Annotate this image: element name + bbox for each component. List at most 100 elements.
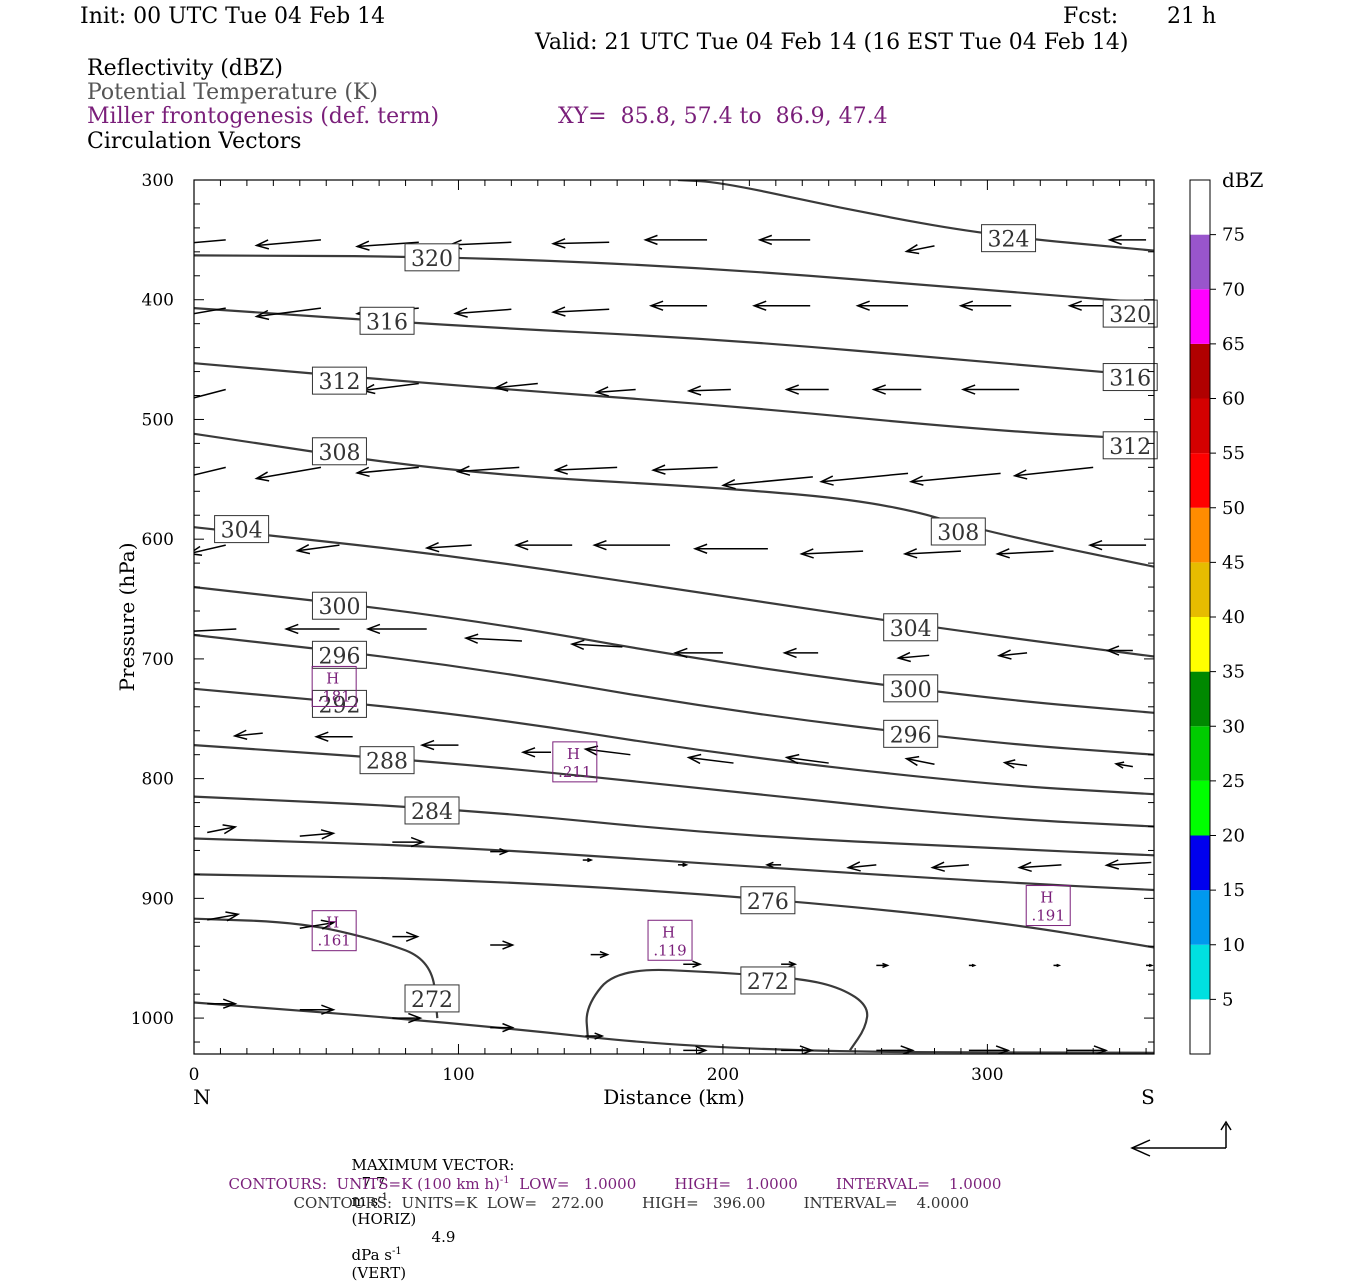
colorbar-swatch <box>1190 780 1210 836</box>
south-end-label: S <box>1141 1085 1155 1109</box>
colorbar-label: 35 <box>1222 662 1245 683</box>
forecast-hour-value: 21 h <box>1167 4 1217 29</box>
circulation-vector <box>1105 645 1133 656</box>
x-tick-label: 200 <box>707 1065 739 1085</box>
colorbar-swatch <box>1190 453 1210 508</box>
circulation-vector <box>784 384 829 395</box>
svg-text:296: 296 <box>890 723 932 748</box>
theta-contour-304 <box>194 526 1154 658</box>
frontogenesis-contour-exp: -1 <box>499 1175 510 1186</box>
colorbar-label: 15 <box>1222 880 1245 901</box>
circulation-vector <box>365 623 427 635</box>
circulation-vector <box>968 963 977 968</box>
circulation-vector <box>232 729 263 740</box>
svg-text:304: 304 <box>221 519 263 544</box>
circulation-vector <box>594 386 636 397</box>
theta-contour-label: 312 <box>311 366 367 395</box>
theta-contour-316 <box>194 307 1154 378</box>
circulation-vector <box>207 911 241 922</box>
x-tick-label: 100 <box>442 1065 474 1085</box>
circulation-vector <box>648 300 708 311</box>
circulation-vector <box>908 472 1001 486</box>
circulation-vector <box>583 745 631 756</box>
svg-text:H: H <box>326 914 339 932</box>
circulation-vector <box>490 940 515 950</box>
colorbar-label: 40 <box>1222 607 1245 628</box>
vert-vector-unit: dPa s <box>351 1246 392 1264</box>
svg-text:292: 292 <box>318 693 360 718</box>
circulation-vector <box>582 857 594 863</box>
circulation-vector <box>493 381 538 392</box>
svg-text:312: 312 <box>1109 435 1151 460</box>
theta-contour-label: 284 <box>404 796 460 825</box>
circulation-vector <box>455 465 520 476</box>
circulation-vector <box>904 755 935 767</box>
theta-contour-272 <box>585 968 869 1052</box>
colorbar-label: 30 <box>1222 716 1245 737</box>
horiz-vector-tag: (HORIZ) <box>351 1210 417 1228</box>
frontogenesis-max-marker: H.191 <box>1025 885 1071 927</box>
svg-text:.161: .161 <box>317 932 350 950</box>
colorbar-swatch <box>1190 234 1210 290</box>
init-time: Init: 00 UTC Tue 04 Feb 14 <box>80 4 386 29</box>
circulation-vector <box>553 464 618 475</box>
colorbar-label: 50 <box>1222 498 1245 519</box>
colorbar-label: 45 <box>1222 552 1245 573</box>
colorbar-swatch <box>1190 507 1210 563</box>
colorbar-swatch <box>1190 671 1210 727</box>
colorbar-swatch <box>1190 398 1210 454</box>
circulation-vector <box>207 998 238 1009</box>
svg-text:H: H <box>326 669 339 687</box>
theta-contour-rest: HIGH= 396.00 INTERVAL= 4.0000 <box>603 1194 970 1212</box>
colorbar-swatch <box>1190 289 1210 344</box>
theta-contour-272 <box>194 1001 1154 1054</box>
theta-contour-292 <box>194 687 1154 796</box>
theta-contour-276 <box>194 917 439 1019</box>
circulation-vector <box>551 238 610 249</box>
circulation-vector <box>551 306 610 317</box>
svg-text:320: 320 <box>1109 303 1151 328</box>
colorbar-swatch <box>1190 343 1210 399</box>
circulation-vector <box>299 1004 336 1015</box>
frontogenesis-contour-rest: LOW= 1.0000 HIGH= 1.0000 INTERVAL= 1.000… <box>509 1175 1002 1193</box>
y-tick-label: 300 <box>142 171 174 191</box>
circulation-vector <box>514 539 573 551</box>
horiz-vector-exp: -1 <box>378 1192 388 1203</box>
theta-contour-label: 320 <box>404 243 460 272</box>
circulation-vector <box>1146 963 1154 968</box>
colorbar-swatch <box>1190 890 1210 945</box>
circulation-vector <box>355 466 419 478</box>
circulation-vector <box>1017 861 1062 873</box>
svg-text:.119: .119 <box>653 941 686 959</box>
circulation-vector <box>490 847 510 856</box>
theta-contour-label: 272 <box>404 984 460 1013</box>
circulation-vector <box>643 234 708 246</box>
circulation-vector <box>314 731 353 742</box>
circulation-vector <box>677 862 689 868</box>
circulation-vector <box>520 747 552 758</box>
colorbar-label: 65 <box>1222 334 1245 355</box>
circulation-vector <box>752 300 811 311</box>
vert-vector-exp: -1 <box>391 1246 402 1257</box>
vert-vector-tag: (VERT) <box>351 1264 407 1282</box>
frontogenesis-contour-info: CONTOURS: UNITS=K (100 km h)-1 LOW= 1.00… <box>219 1157 1002 1193</box>
forecast-hour-label: Fcst: <box>1063 4 1119 29</box>
max-vector-label: MAXIMUM VECTOR: <box>351 1156 515 1174</box>
colorbar-label: 55 <box>1222 443 1245 464</box>
svg-text:288: 288 <box>366 750 408 775</box>
svg-text:320: 320 <box>411 247 453 272</box>
circulation-vector <box>757 234 811 246</box>
circulation-vector <box>592 539 671 551</box>
circulation-vector <box>855 300 909 311</box>
frontogenesis-max-marker: H.211 <box>552 741 598 783</box>
circulation-vector <box>819 472 909 486</box>
circulation-vector <box>995 548 1054 559</box>
svg-text:308: 308 <box>937 521 979 546</box>
theta-contour-label: 308 <box>311 437 367 466</box>
circulation-vector <box>904 244 935 255</box>
circulation-vector <box>673 647 723 659</box>
circulation-vector <box>692 543 768 554</box>
svg-text:316: 316 <box>366 310 408 335</box>
circulation-vector <box>686 753 734 765</box>
circulation-vector <box>419 739 459 751</box>
